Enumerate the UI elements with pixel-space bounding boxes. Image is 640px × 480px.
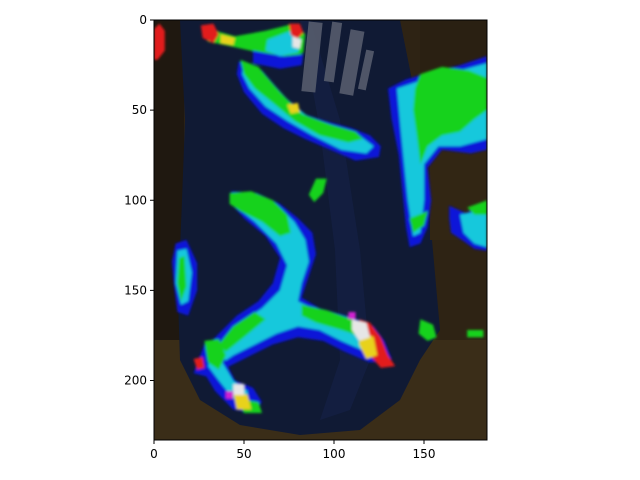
y-axis: 0 50 100 150 200 (124, 13, 154, 388)
y-tick-label: 150 (124, 283, 147, 297)
overlay-region-diag-stroke-green (240, 59, 363, 143)
overlay-region-y-shape-magenta (348, 312, 356, 320)
overlay-region-y-shape-green (229, 191, 291, 237)
overlay-region-right-green-streak (409, 211, 428, 233)
overlay-region-y-shape-green-left (218, 312, 266, 352)
overlay-region-diag-hot-spot (287, 102, 300, 114)
heatmap-overlay (154, 23, 487, 413)
overlay-region-top-arc-blue (253, 50, 304, 69)
y-tick-label: 50 (132, 103, 147, 117)
axes-frame (153, 19, 488, 441)
overlay-region-top-arc-hot-right (289, 23, 304, 40)
overlay-region-bottom-right-green-dot (418, 319, 437, 341)
x-axis: 0 50 100 150 (150, 440, 435, 461)
overlay-region-y-shape-green-lower (301, 304, 367, 338)
image-panel (154, 20, 487, 440)
overlay-region-bottom-left-yellow (233, 391, 252, 410)
overlay-region-right-edge-green (413, 66, 487, 165)
overlay-region-top-arc-red-tip (200, 23, 219, 44)
x-tick-label: 100 (323, 447, 346, 461)
overlay-region-top-arc-yellow (220, 34, 235, 46)
overlay-region-small-green-blob (308, 178, 327, 203)
overlay-region-y-shape-white-tip (352, 319, 370, 341)
y-tick-label: 100 (124, 193, 147, 207)
overlay-region-right-lower-cyan (460, 209, 487, 248)
overlay-region-bottom-left-magenta (226, 391, 234, 399)
y-tick-label: 200 (124, 374, 147, 388)
overlay-region-top-arc-white (292, 36, 302, 49)
overlay-region-top-left-red (154, 23, 165, 60)
overlay-region-bottom-left-red (193, 357, 205, 370)
x-tick-label: 50 (236, 447, 251, 461)
garment-print (301, 21, 375, 96)
overlay-region-bottom-left-white (233, 384, 244, 395)
y-tick-label: 0 (139, 13, 147, 27)
overlay-region-left-vertical-green (177, 256, 187, 302)
overlay-region-bottom-right-green-tick (467, 330, 484, 338)
overlay-region-right-lower-green (467, 200, 487, 215)
x-tick-label: 150 (413, 447, 436, 461)
x-tick-label: 0 (150, 447, 158, 461)
overlay-region-bottom-left-green (204, 339, 226, 370)
